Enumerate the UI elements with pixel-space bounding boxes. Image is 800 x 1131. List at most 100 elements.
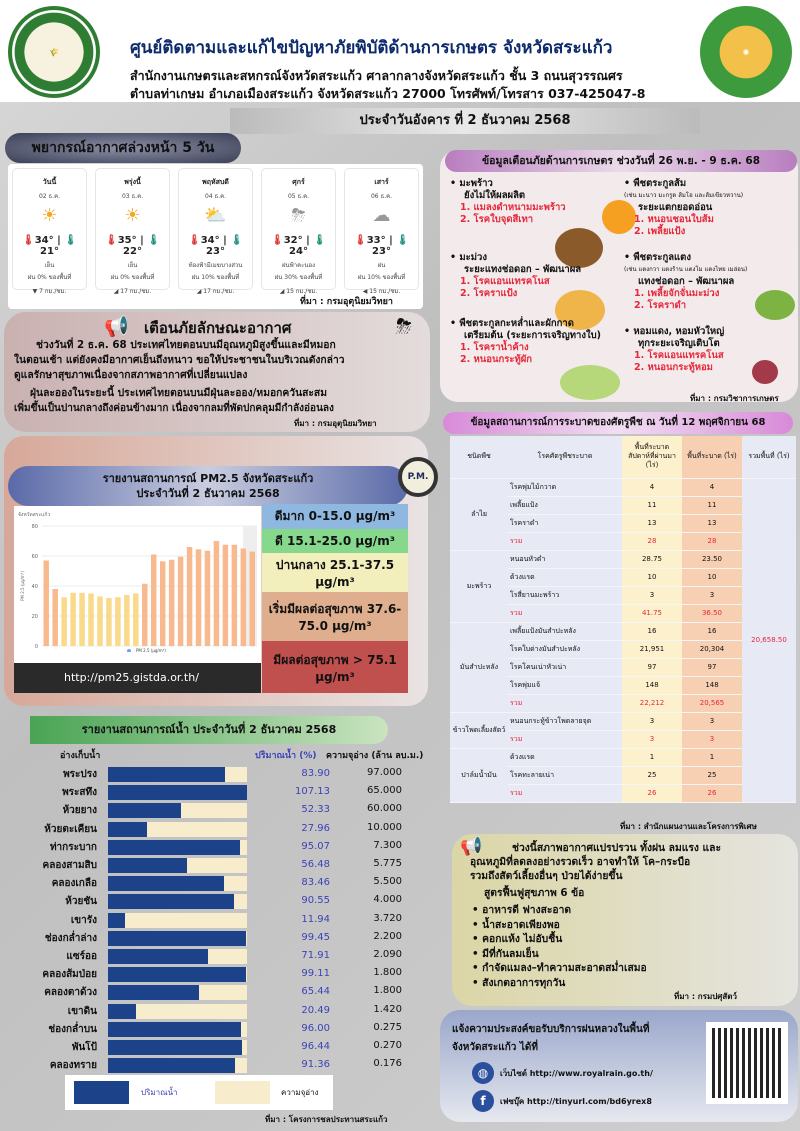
area-last-week: 13 [622,514,682,533]
reservoir-name: พระปรง [63,769,97,780]
pm-bar [195,549,202,646]
date-label: 04 ธ.ค. [204,193,227,200]
crop-name: มะพร้าว [450,550,508,623]
reservoir-row: ห้วยชัน 90.55 4.000 [0,892,440,910]
capacity-bar [108,785,247,801]
reservoir-name: พระสทึง [62,787,97,799]
qr-code[interactable] [706,1022,788,1104]
reservoir-name: คลองเกลือ [51,878,97,890]
pm-bar [124,595,130,646]
growth-stage: เตรียมต้น (ระยะการเจริญทางใบ) [464,330,601,341]
pm-bar [168,559,175,646]
pm-bar [133,593,139,646]
agri-warning-item: • มะพร้าว ยังไม่ให้ผลผลิต 1. แมลงดำหนามมะพ… [450,178,618,226]
risk-item: 2. โรคราแป้ง [460,288,518,299]
reservoir-name: ช่องกล่ำบน [48,1023,97,1035]
reservoir-name: ห้วยตะเคียน [44,823,97,835]
capacity-value: 97.000 [367,767,402,778]
pest-col-header: ชนิดพืช [450,436,508,479]
weather-warning-panel: 📢 ⛈ เตือนภัยลักษณะอากาศ ช่วงวันที่ 2 ธ.ค… [4,312,430,432]
pest-name: รวม [508,532,622,551]
area-last-week: 97 [622,658,682,677]
agri-warning-item: • พืชตระกูลแตง (เช่น แตงกวา แตงร้าน แตงโม… [624,252,792,312]
volume-bar [108,1003,137,1019]
pm-bar [186,547,193,646]
pm-bar [159,561,166,646]
area-last-week: 21,951 [622,640,682,659]
pest-source: ที่มา : สำนักแผนงานและโครงการพิเศษ [620,822,757,831]
warning-text: ฝุ่นละอองในระยะนี้ ประเทศไทยตอนบนมีฝุ่นล… [30,387,327,399]
health-tip: • กำจัดแมลง–ทำความสะอาดสม่ำเสมอ [472,962,647,974]
area-last-week: 3 [622,730,682,749]
forecast-card: วันนี้ 02 ธ.ค. ☀ 🌡34° | 🌡21° เย็น ฝน 0% … [12,168,87,295]
day-label: ศุกร์ [292,178,305,186]
website-link[interactable]: เว็บไซต์ http://www.royalrain.go.th/ [500,1069,653,1078]
col-capacity: ความจุอ่าง (ล้าน ลบ.ม.) [326,751,424,761]
reservoir-name: เขาดิน [67,1005,97,1017]
health-tip-text: คอกแห้ง ไม่อับชื้น [482,933,563,945]
reservoir-name: ห้วยยาง [62,805,97,817]
pest-row: รวม 41.75 36.50 [450,604,796,623]
capacity-value: 1.800 [373,967,402,979]
volume-bar [108,858,187,873]
warning-text: ช่วงวันที่ 2 ธ.ค. 68 ประเทศไทยตอนบนมีอุณ… [36,339,336,351]
pest-row: เพลี้ยแป้ง 11 11 [450,496,796,515]
pm-level-4: มีผลต่อสุขภาพ > 75.1 µg/m³ [262,641,408,693]
risk-item: 2. หนอนกระทู้ผัก [460,354,533,365]
wind: ◢ 17 กม./ชม. [196,288,235,295]
pm-bar [61,597,67,646]
pm25-url-link[interactable]: http://pm25.gistda.or.th/ [14,663,261,693]
volume-bar [108,876,224,892]
day-label: พรุ่งนี้ [124,178,141,186]
crop-name: • มะม่วง [450,252,487,263]
area-current: 25 [682,766,742,785]
capacity-bar [108,894,247,910]
area-current: 20,304 [682,640,742,659]
crop-name: • พืชตระกูลส้ม [624,178,687,189]
volume-bar [108,767,225,782]
rain-chance: ฝน 30% ของพื้นที่ [274,274,323,281]
rain-chance: ฝน 10% ของพื้นที่ [357,274,406,281]
forecast-panel: วันนี้ 02 ธ.ค. ☀ 🌡34° | 🌡21° เย็น ฝน 0% … [8,164,423,309]
area-last-week: 28 [622,532,682,551]
volume-percent: 107.13 [295,786,330,798]
capacity-value: 7.300 [373,839,402,851]
volume-bar [108,821,147,837]
pm-level-2: ปานกลาง 25.1-37.5 µg/m³ [262,553,408,592]
pest-name: ด้วงแรด [508,748,622,767]
growth-stage: ระยะแตกยอดอ่อน [638,202,713,213]
facebook-link[interactable]: เฟซบุ๊ค http://tinyurl.com/bd6yrex8 [500,1097,652,1106]
pest-row: ปาล์มน้ำมัน ด้วงแรด 1 1 [450,748,796,803]
pest-row: โรสี่ยานมะพร้าว 3 3 [450,586,796,605]
forecast-title: พยากรณ์อากาศล่วงหน้า 5 วัน [5,133,241,163]
header [0,0,800,102]
volume-bar [108,803,181,819]
page-title: ศูนย์ติดตามและแก้ไขปัญหาภัยพิบัติด้านการ… [130,38,613,58]
risk-item: 1. แมลงดำหนามมะพร้าว [460,202,566,213]
area-last-week: 41.75 [622,604,682,623]
capacity-bar [108,803,247,819]
reservoir-name: พันโป้ [71,1042,97,1053]
capacity-value: 0.275 [373,1021,402,1033]
pest-row: ลำไย โรคพุ่มไม้กวาด 4 4 20,658.50 [450,478,796,803]
legend-swatch-capacity [215,1081,270,1104]
province-logo: ✺ [700,6,792,98]
volume-percent: 99.45 [301,931,330,943]
capacity-bar [108,967,247,983]
date-banner: ประจำวันอังคาร ที่ 2 ธันวาคม 2568 [230,108,700,134]
warning-text: ดูแลรักษาสุขภาพเนื่องจากสภาพอากาศที่เปลี… [14,369,248,381]
volume-bar [108,1058,235,1074]
health-tip: • มีที่กันลมเย็น [472,947,539,960]
pm-bar [79,592,85,646]
agri-warning-panel [440,150,798,402]
wind: ◢ 17 กม./ชม. [113,288,152,295]
pest-name: โรคราดำ [508,514,622,533]
partly-cloudy-icon: ⛅ [204,205,227,226]
capacity-bar [108,1058,247,1074]
rain-chance: ฝน 0% ของพื้นที่ [27,274,72,281]
pest-name: โรคพุ่มไม้กวาด [508,478,622,497]
capacity-bar [108,1040,247,1055]
pest-name: ด้วงแรด [508,568,622,587]
capacity-value: 2.090 [373,949,402,960]
pest-row: โรคโคนเน่าหัวเน่า 97 97 [450,658,796,677]
